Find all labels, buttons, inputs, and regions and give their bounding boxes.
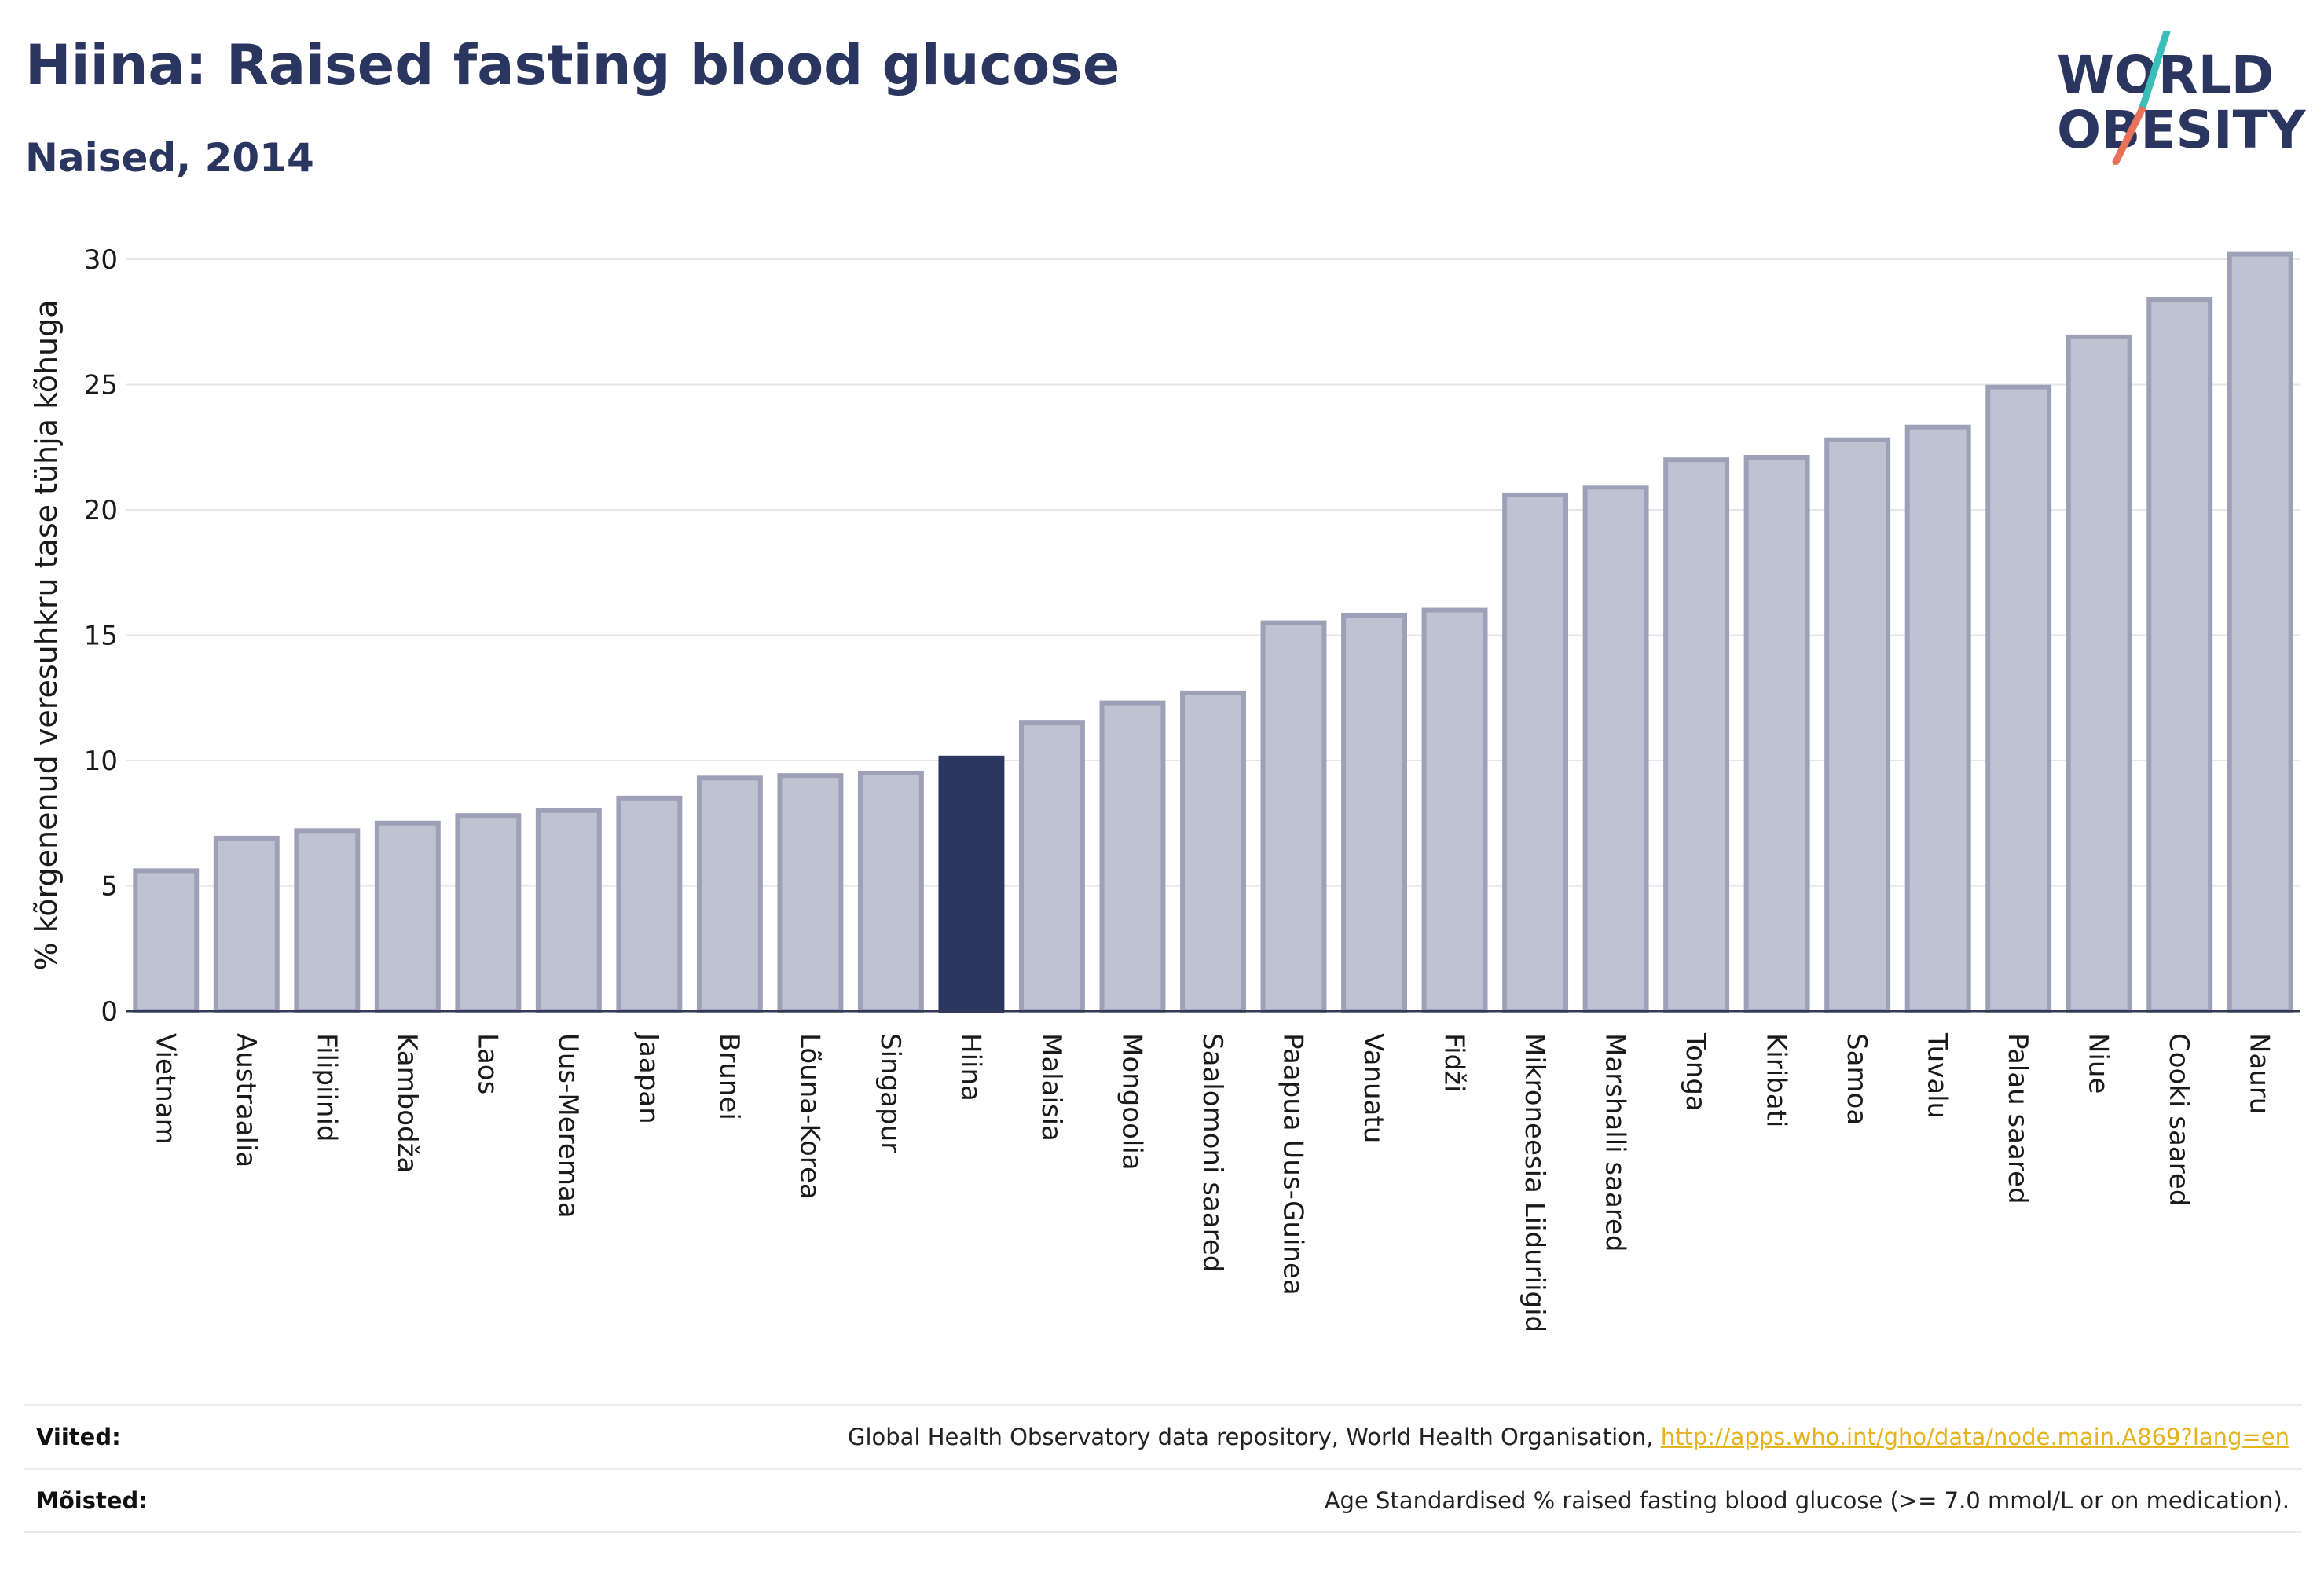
bar (1582, 485, 1649, 1013)
x-tick-label: Palau saared (2002, 1033, 2033, 1204)
x-tick-label: Mongoolia (1116, 1033, 1147, 1171)
bar (696, 775, 763, 1014)
logo-line2: OBESITY (2057, 100, 2307, 160)
bar (535, 808, 602, 1014)
bar (455, 813, 522, 1014)
chart-title: Hiina: Raised fasting blood glucose (25, 33, 1120, 97)
x-tick-label: Hiina (955, 1033, 986, 1101)
bar (616, 795, 683, 1013)
sources-text: Global Health Observatory data repositor… (847, 1424, 1661, 1450)
bar (1260, 620, 1327, 1013)
x-tick-label: Filipiinid (310, 1033, 342, 1142)
bar (1421, 607, 1488, 1013)
definitions-row: Mõisted: Age Standardised % raised fasti… (24, 1468, 2302, 1533)
x-tick-label: Saalomoni saared (1197, 1033, 1228, 1272)
sources-row: Viited: Global Health Observatory data r… (24, 1404, 2302, 1468)
chart-footer: Viited: Global Health Observatory data r… (24, 1404, 2302, 1533)
sources-text-wrap: Global Health Observatory data repositor… (848, 1424, 2289, 1450)
bar (2146, 297, 2213, 1014)
x-tick-label: Cooki saared (2163, 1033, 2194, 1206)
x-tick-label: Tonga (1680, 1032, 1711, 1112)
x-tick-label: Lõuna-Korea (794, 1033, 825, 1200)
bar (374, 820, 441, 1013)
x-tick-label: Vanuatu (1358, 1033, 1389, 1143)
x-tick-label: Brunei (713, 1033, 745, 1120)
bar (857, 770, 924, 1013)
x-tick-label: Nauru (2244, 1033, 2275, 1114)
bar (1341, 612, 1407, 1013)
x-tick-label: Marshalli saared (1600, 1033, 1631, 1252)
bar (1180, 690, 1246, 1013)
logo-slash-bottom (2112, 106, 2146, 165)
x-tick-label: Niue (2083, 1033, 2114, 1094)
bar-highlight (938, 755, 1005, 1013)
x-tick-label: Tuvalu (1922, 1032, 1953, 1119)
x-tick-label: Vietnam (149, 1033, 181, 1145)
y-tick-label: 10 (84, 746, 118, 777)
sources-link[interactable]: http://apps.who.int/gho/data/node.main.A… (1660, 1424, 2289, 1450)
x-tick-label: Uus-Meremaa (552, 1033, 584, 1219)
bar (777, 773, 844, 1013)
world-obesity-logo: WORLD OBESITY (2057, 31, 2307, 165)
bar (1904, 424, 1971, 1013)
bar (2066, 334, 2132, 1013)
x-tick-label: Mikroneesia Liiduriigid (1519, 1033, 1550, 1332)
y-axis-label: % kõrgenenud veresuhkru tase tühja kõhug… (29, 299, 64, 970)
logo-slash-top (2138, 31, 2171, 114)
bar (1985, 384, 2052, 1013)
bar (2227, 251, 2293, 1013)
y-tick-label: 20 (84, 495, 118, 526)
x-tick-label: Kiribati (1761, 1033, 1792, 1127)
x-tick-label: Kambodža (391, 1033, 423, 1173)
x-tick-label: Paapua Uus-Guinea (1277, 1033, 1309, 1296)
bar (133, 868, 200, 1013)
bar (1824, 437, 1891, 1013)
y-tick-label: 15 (84, 621, 118, 652)
x-tick-label: Laos (471, 1033, 503, 1094)
x-tick-label: Malaisia (1036, 1033, 1067, 1142)
bar (294, 828, 361, 1013)
bar (1502, 492, 1569, 1013)
y-tick-label: 5 (101, 871, 118, 903)
y-tick-label: 25 (84, 370, 118, 401)
x-tick-label: Samoa (1841, 1033, 1872, 1125)
bar (1663, 457, 1730, 1013)
y-tick-label: 0 (101, 996, 118, 1028)
y-tick-label: 30 (84, 244, 118, 276)
x-tick-label: Austraalia (230, 1033, 262, 1167)
bar (1019, 720, 1085, 1014)
bar (1099, 700, 1166, 1013)
sources-label: Viited: (36, 1424, 121, 1450)
x-tick-label: Singapur (874, 1033, 906, 1153)
bar-chart: 0 5 10 15 20 25 30 % kõrgenenud veresuhkru tase… (29, 244, 2300, 1332)
x-tick-label: Jaapan (632, 1032, 664, 1124)
bar (1743, 455, 1810, 1013)
bar (213, 835, 280, 1014)
chart-subtitle: Naised, 2014 (25, 135, 314, 181)
logo-line1: WORLD (2057, 45, 2275, 105)
x-tick-label: Fidži (1439, 1033, 1470, 1092)
definitions-label: Mõisted: (36, 1487, 148, 1514)
definitions-text: Age Standardised % raised fasting blood … (1324, 1487, 2289, 1514)
